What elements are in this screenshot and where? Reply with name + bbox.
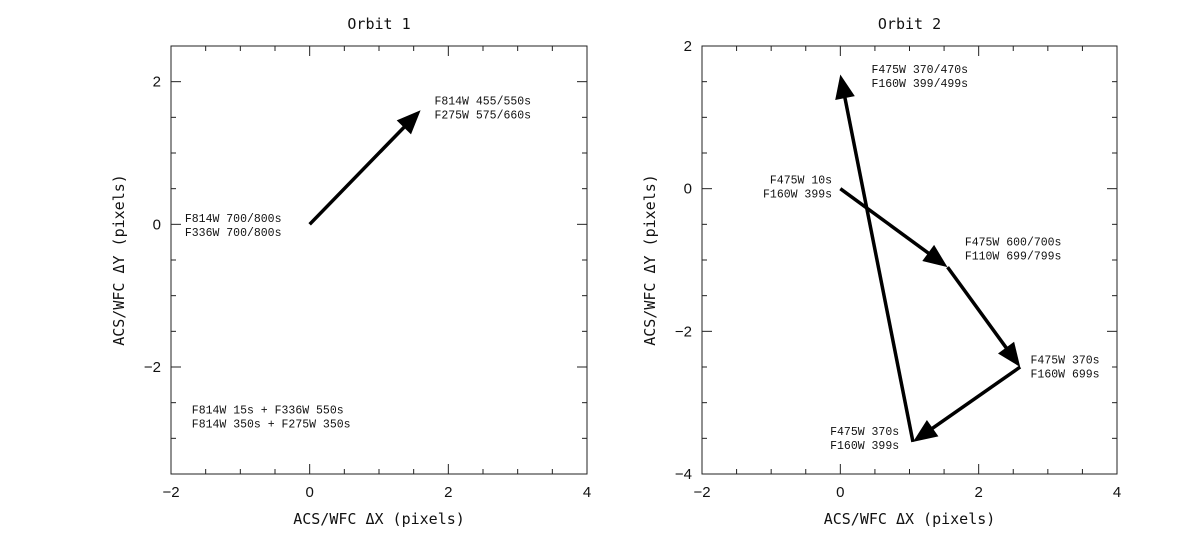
x-tick-label: 4 (583, 484, 591, 501)
x-tick-label: 2 (444, 484, 452, 501)
arrow-2 (946, 266, 1021, 367)
y-tick-label: −2 (144, 359, 161, 376)
arrow-1 (839, 187, 948, 268)
annotation: F814W 15s + F336W 550s F814W 350s + F275W… (192, 404, 351, 431)
annotation-line: F475W 370s (1031, 354, 1100, 367)
annotation-line: F475W 600/700s (965, 237, 1062, 250)
arrow-shaft (839, 187, 931, 256)
annotation-line: F275W 575/660s (434, 109, 531, 122)
annotation: F475W 370/470s F160W 399/499s (871, 64, 968, 91)
annotation: F475W 370s F160W 399s (830, 426, 899, 453)
arrow-head (922, 244, 948, 268)
annotation-line: F814W 700/800s (185, 213, 282, 226)
arrow-3 (913, 365, 1022, 442)
chart-panel-1: −2 0 2 4 −2 0 2 Orbit 1 ACS/WFC ΔX (pixels) ACS/W… (110, 15, 591, 528)
arrow-head (913, 420, 939, 442)
annotation-line: F336W 700/800s (185, 227, 282, 240)
annotation-line: F475W 370s (830, 426, 899, 439)
annotation: F814W 700/800s F336W 700/800s (185, 213, 282, 240)
annotation-line: F160W 399s (763, 189, 832, 202)
arrow-1 (308, 110, 421, 226)
annotation-line: F160W 399/499s (871, 78, 968, 91)
x-tick-label: 4 (1113, 484, 1121, 501)
annotation-line: F160W 699s (1031, 368, 1100, 381)
arrow-shaft (308, 124, 407, 226)
chart-title: Orbit 1 (347, 15, 410, 33)
arrow-head (998, 341, 1021, 367)
arrow-shaft (929, 365, 1022, 431)
annotation-line: F160W 399s (830, 440, 899, 453)
arrow-head (396, 110, 421, 135)
y-axis-label: ACS/WFC ΔY (pixels) (641, 174, 659, 346)
x-tick-label: 0 (305, 484, 313, 501)
y-tick-label: 0 (684, 181, 692, 198)
x-tick-label: 0 (836, 484, 844, 501)
x-tick-label: 2 (974, 484, 982, 501)
y-tick-label: 2 (684, 38, 692, 55)
x-tick-label: −2 (162, 484, 179, 501)
y-tick-label: −4 (675, 466, 692, 483)
x-axis-label: ACS/WFC ΔX (pixels) (824, 510, 996, 528)
annotation-line: F814W 15s + F336W 550s (192, 404, 344, 417)
x-axis-label: ACS/WFC ΔX (pixels) (293, 510, 465, 528)
arrow-shaft (842, 95, 915, 443)
arrow-4 (835, 74, 915, 443)
annotation: F814W 455/550s F275W 575/660s (434, 95, 531, 122)
chart-title: Orbit 2 (878, 15, 941, 33)
annotation-line: F475W 370/470s (871, 64, 968, 77)
annotation: F475W 370s F160W 699s (1031, 354, 1100, 381)
annotation-line: F814W 455/550s (434, 95, 531, 108)
y-tick-label: 0 (153, 216, 161, 233)
arrow-shaft (946, 266, 1009, 351)
y-tick-label: 2 (153, 74, 161, 91)
x-tick-label: −2 (693, 484, 710, 501)
y-tick-label: −2 (675, 323, 692, 340)
annotation: F475W 600/700s F110W 699/799s (965, 237, 1062, 264)
annotation-line: F110W 699/799s (965, 251, 1062, 264)
annotation-line: F475W 10s (770, 175, 832, 188)
annotation: F475W 10s F160W 399s (763, 175, 832, 202)
arrow-head (835, 74, 855, 100)
annotation-line: F814W 350s + F275W 350s (192, 418, 351, 431)
y-axis-label: ACS/WFC ΔY (pixels) (110, 174, 128, 346)
